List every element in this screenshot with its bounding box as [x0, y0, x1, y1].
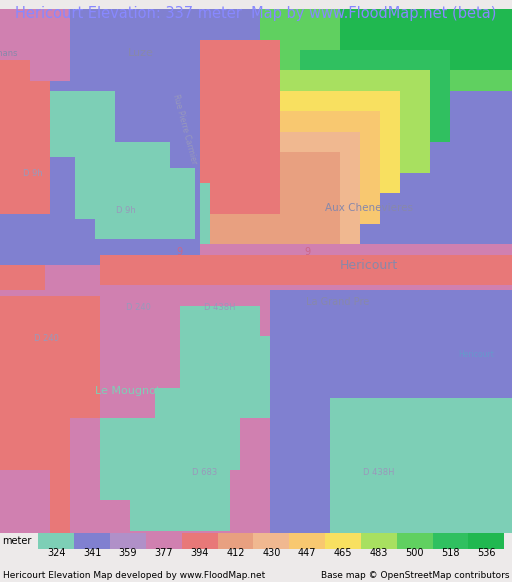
Text: 447: 447 — [298, 548, 316, 559]
Bar — [253, 533, 289, 549]
Bar — [433, 533, 468, 549]
Text: D 9h: D 9h — [116, 206, 135, 215]
Bar — [289, 533, 325, 549]
Bar — [325, 533, 361, 549]
Text: 341: 341 — [83, 548, 101, 559]
Bar — [468, 533, 504, 549]
Text: 359: 359 — [119, 548, 137, 559]
Text: 536: 536 — [477, 548, 496, 559]
Text: D 438H: D 438H — [363, 468, 395, 477]
Bar — [397, 533, 433, 549]
Text: 500: 500 — [406, 548, 424, 559]
Text: 430: 430 — [262, 548, 281, 559]
Bar — [361, 533, 397, 549]
Text: Hericourt Elevation Map developed by www.FloodMap.net: Hericourt Elevation Map developed by www… — [3, 570, 265, 580]
Text: Le Mougnot: Le Mougnot — [95, 386, 161, 396]
Text: enans: enans — [0, 49, 18, 58]
Bar — [38, 533, 74, 549]
Bar — [74, 533, 110, 549]
Text: 465: 465 — [334, 548, 352, 559]
Text: Hericourt: Hericourt — [339, 259, 398, 272]
Text: 394: 394 — [190, 548, 209, 559]
Text: Aux Chenevieres: Aux Chenevieres — [325, 203, 413, 213]
Text: 518: 518 — [441, 548, 460, 559]
Text: Rue Pierre Carmier: Rue Pierre Carmier — [170, 93, 198, 165]
Text: Luze: Luze — [128, 48, 154, 58]
Text: 412: 412 — [226, 548, 245, 559]
Text: D 240: D 240 — [34, 334, 58, 343]
Text: 377: 377 — [155, 548, 173, 559]
Text: 9: 9 — [304, 247, 310, 257]
Text: 324: 324 — [47, 548, 66, 559]
Text: 9: 9 — [176, 247, 182, 257]
Bar — [110, 533, 146, 549]
Bar — [218, 533, 253, 549]
Bar — [146, 533, 182, 549]
Text: Hericourt: Hericourt — [458, 350, 494, 359]
Text: 483: 483 — [370, 548, 388, 559]
Text: D 9h: D 9h — [24, 169, 43, 178]
Text: meter: meter — [3, 535, 32, 546]
Text: D 240: D 240 — [126, 303, 151, 312]
Text: D 683: D 683 — [192, 468, 218, 477]
Text: Hericourt Elevation: 337 meter  Map by www.FloodMap.net (beta): Hericourt Elevation: 337 meter Map by ww… — [15, 6, 497, 21]
Text: Base map © OpenStreetMap contributors: Base map © OpenStreetMap contributors — [321, 570, 509, 580]
Text: La Grand Pre: La Grand Pre — [306, 297, 370, 307]
Text: D 438H: D 438H — [204, 303, 236, 312]
Bar — [182, 533, 218, 549]
